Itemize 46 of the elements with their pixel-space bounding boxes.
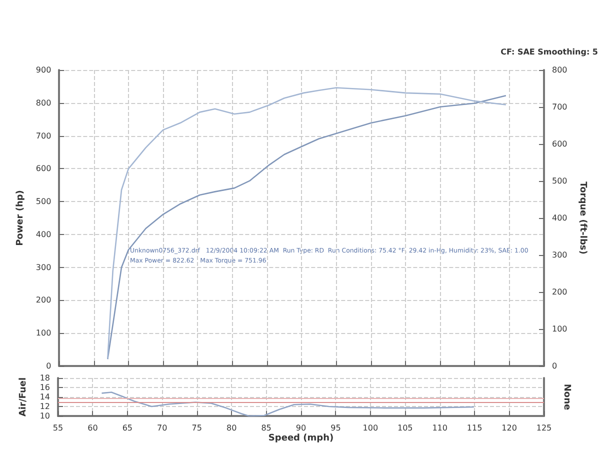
x-tick-label: 75 [192,424,202,432]
y-tick-label: 0 [46,362,52,370]
y-tick-label: 400 [36,230,52,239]
y-tick-label: 900 [36,66,52,74]
y2-tick-label: 400 [552,214,568,222]
x-tick-label: 55 [52,424,64,432]
y-tick-label: 700 [36,131,52,140]
y2-axis-title: None [562,384,572,410]
x-tick-label: 80 [226,424,237,432]
y2-axis-title: Torque (ft-lbs) [578,182,588,254]
y2-tick-label: 700 [552,102,568,112]
y-tick-label: 500 [36,197,52,206]
x-tick-label: 70 [157,424,168,432]
x-tick-label: 100 [362,424,378,432]
y-tick-label: 12 [40,402,50,411]
x-tick-label: 90 [296,424,306,432]
y2-tick-label: 100 [552,324,568,334]
y2-tick-label: 0 [552,362,558,370]
y-tick-label: 16 [40,383,50,392]
y-axis-title: Power (hp) [16,190,26,246]
x-tick-label: 115 [466,424,482,432]
x-tick-label: 110 [432,424,448,432]
y2-tick-label: 800 [552,66,568,74]
y2-tick-label: 500 [552,176,568,186]
x-tick-label: 120 [502,424,517,432]
y-tick-label: 10 [40,412,50,420]
text: CF: SAE Smoothing: 5 [500,48,598,56]
y-tick-label: 300 [36,262,52,272]
y-tick-label: 100 [36,328,52,338]
y-axis-title: Air/Fuel [18,377,28,417]
y-tick-label: 14 [40,392,50,402]
line-series [101,392,475,417]
y2-tick-label: 200 [552,288,568,296]
x-tick-label: 65 [122,424,133,432]
x-tick-label: 85 [261,424,272,432]
y2-tick-label: 600 [552,140,568,148]
x-tick-label: 60 [88,424,98,432]
y-tick-label: 600 [36,164,52,174]
y-tick-label: 18 [40,374,50,382]
x-tick-label: 95 [330,424,341,432]
y-tick-label: 200 [36,296,52,305]
x-tick-label: 125 [536,424,552,432]
x-tick-label: 105 [398,424,413,432]
y-tick-label: 800 [36,98,52,108]
x-axis-title: Speed (mph) [268,434,334,444]
y2-tick-label: 300 [552,250,568,260]
